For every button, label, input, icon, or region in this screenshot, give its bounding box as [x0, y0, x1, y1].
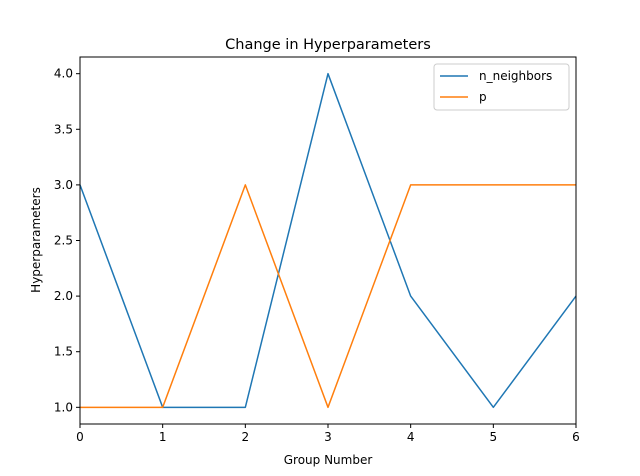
y-axis-title: Hyperparameters — [29, 187, 43, 293]
x-axis-ticks: 0 1 2 3 4 5 6 — [76, 424, 580, 444]
y-tick-label: 4.0 — [54, 67, 73, 81]
legend-label: p — [479, 90, 487, 104]
x-tick-label: 5 — [490, 430, 498, 444]
x-tick-label: 4 — [407, 430, 415, 444]
y-tick-label: 3.5 — [54, 122, 73, 136]
x-axis-title: Group Number — [284, 453, 373, 467]
y-tick-label: 1.5 — [54, 345, 73, 359]
plot-frame — [79, 56, 577, 425]
series-line-p — [80, 184, 576, 409]
y-tick-label: 2.5 — [54, 234, 73, 248]
x-tick-label: 0 — [76, 430, 84, 444]
series-line-n-neighbors — [79, 72, 577, 409]
x-tick-label: 1 — [159, 430, 167, 444]
y-tick-label: 3.0 — [54, 178, 73, 192]
legend-label: n_neighbors — [479, 69, 552, 83]
y-tick-label: 1.0 — [54, 400, 73, 414]
chart-title: Change in Hyperparameters — [225, 37, 431, 53]
y-axis-ticks: 1.0 1.5 2.0 2.5 3.0 3.5 4.0 — [54, 67, 80, 414]
x-tick-label: 3 — [324, 430, 332, 444]
series-layer — [79, 72, 577, 409]
x-tick-label: 6 — [572, 430, 580, 444]
plot-area — [79, 56, 577, 425]
x-tick-label: 2 — [242, 430, 250, 444]
y-tick-label: 2.0 — [54, 289, 73, 303]
